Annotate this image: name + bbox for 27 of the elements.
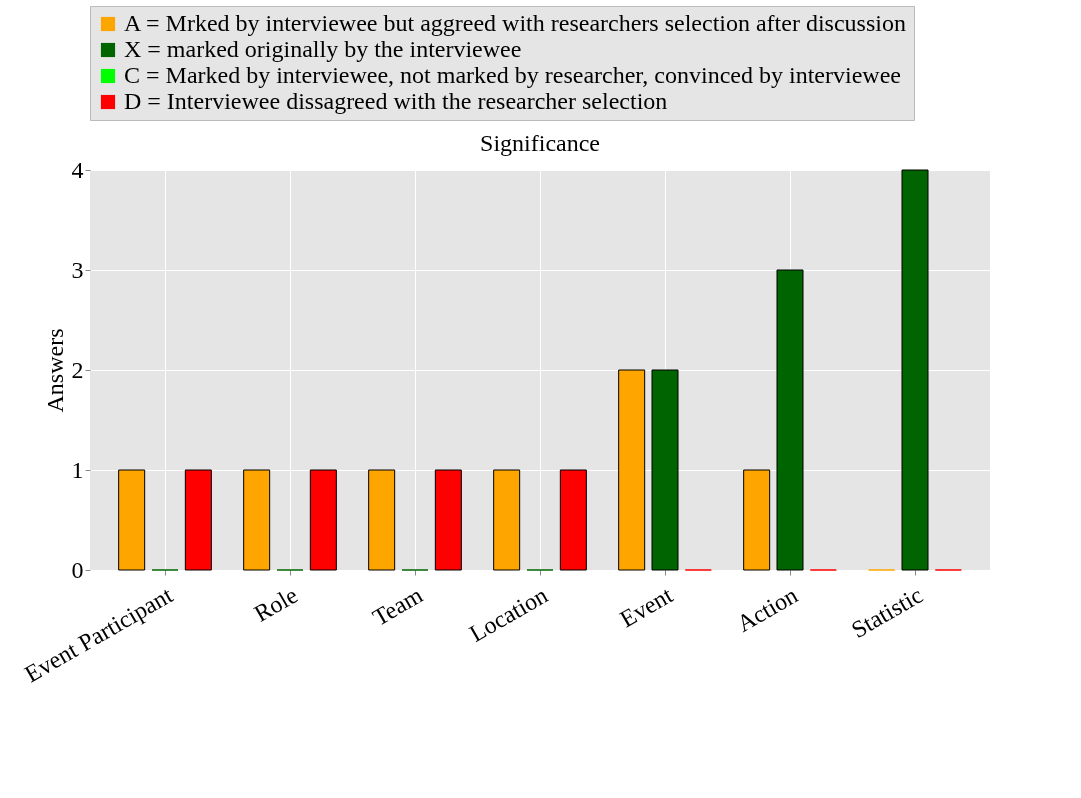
y-tick-label: 3 <box>71 256 84 283</box>
bar <box>559 469 587 571</box>
x-tick-label: Role <box>249 581 302 627</box>
x-tick-label: Event <box>615 581 678 633</box>
bar <box>368 469 396 571</box>
y-axis-title: Answers <box>41 328 68 413</box>
legend-label: D = Interviewee dissagreed with the researcher selection <box>124 88 668 114</box>
bar <box>743 469 771 571</box>
chart-title: Significance <box>480 130 600 156</box>
bar <box>243 469 271 571</box>
y-tick-label: 0 <box>71 556 84 583</box>
legend-label: X = marked originally by the interviewee <box>124 36 522 62</box>
bar <box>184 469 212 571</box>
legend-label: C = Marked by interviewee, not marked by researcher, convinced by interviewee <box>124 62 901 88</box>
bar <box>618 369 646 571</box>
bar <box>309 469 337 571</box>
bar <box>651 369 679 571</box>
bar <box>434 469 462 571</box>
bar <box>776 269 804 571</box>
y-tick-label: 4 <box>71 156 84 183</box>
bar <box>901 169 929 571</box>
y-tick-label: 2 <box>71 356 84 383</box>
bar <box>493 469 521 571</box>
legend-label: A = Mrked by interviewee but aggreed with researchers selection after discussion <box>124 10 906 36</box>
bar <box>118 469 146 571</box>
y-tick-label: 1 <box>71 456 84 483</box>
x-tick-label: Team <box>368 581 428 631</box>
